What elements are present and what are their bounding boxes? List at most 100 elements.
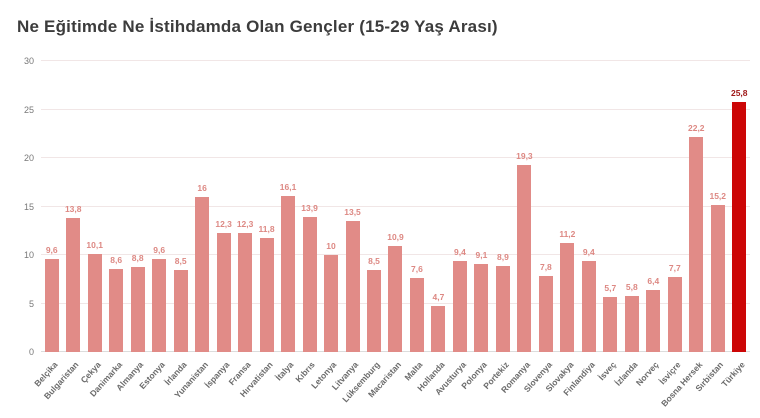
bar-value-label: 15,2: [709, 190, 727, 201]
bar-highlighted: [732, 101, 747, 352]
bar-slot: 13,5 Litvanya: [330, 61, 363, 392]
bar-slot: 9,4 Avusturya: [433, 61, 470, 397]
bar-value-label: 9,4: [582, 246, 595, 257]
bar-value-label: 25,8: [730, 87, 748, 98]
bar-slot: 8,5 İrlanda: [162, 61, 191, 387]
bar-value-label: 9,6: [45, 244, 58, 255]
bar: [345, 221, 360, 352]
bars-layer: 9,6 Belçika 13,8 Bulgaristan 10,1 Çekya 8,6 Dan…: [32, 61, 750, 409]
bar-value-label: 8,5: [368, 255, 380, 266]
bar: [388, 246, 403, 352]
bar-value-label: 22,2: [687, 122, 705, 133]
bar: [560, 243, 575, 352]
bar-slot: 6,4 Norveç: [634, 61, 664, 388]
bar-slot: 5,7 İsveç: [596, 61, 621, 382]
bar: [367, 269, 381, 352]
bar-slot: 13,8 Bulgaristan: [42, 61, 83, 401]
bar-slot: 8,8 Almanya: [114, 61, 148, 393]
bar: [474, 263, 489, 352]
bar-slot: 19,3 Romanya: [499, 61, 535, 395]
bar: [409, 278, 424, 352]
bar-value-label: 8,6: [110, 254, 123, 265]
y-axis-tick-label: 25: [23, 104, 34, 115]
bar-slot: 8,5 Lüksemburg: [340, 61, 384, 405]
bar-value-label: 11,8: [258, 223, 275, 234]
y-axis-tick-label: 15: [23, 201, 34, 212]
bar: [324, 255, 339, 352]
bar-value-label: 8,9: [496, 251, 509, 262]
bar-value-label: 6,4: [647, 275, 660, 286]
bar-slot: 10 Letonya: [310, 61, 341, 391]
bar: [195, 196, 210, 352]
bar: [87, 254, 102, 352]
bar-value-label: 10,9: [387, 232, 404, 243]
bar: [281, 195, 296, 352]
bar-value-label: 5,8: [625, 281, 638, 292]
bar-value-label: 19,3: [516, 150, 533, 161]
bar-slot: 7,6 Malta: [403, 61, 427, 382]
y-axis-tick-label: 5: [28, 298, 34, 309]
bar-value-label: 16,1: [279, 181, 297, 192]
bar-value-label: 7,6: [411, 264, 423, 275]
bar-value-label: 13,5: [344, 207, 361, 218]
bar-value-label: 13,9: [301, 203, 318, 214]
gridline: [41, 157, 750, 158]
bar-value-label: 11,2: [559, 229, 576, 240]
bar: [624, 295, 639, 352]
bar-slot: 16,1 İtalya: [274, 61, 298, 383]
bar: [517, 164, 532, 352]
bar-slot: 9,1 Polonya: [460, 61, 492, 391]
gridline: [41, 60, 750, 61]
bar-slot: 16 Yunanistan: [172, 61, 212, 400]
bar: [259, 237, 274, 352]
bar-value-label: 7,8: [539, 262, 552, 273]
bar-slot: 11,8 Hırvatistan: [237, 61, 277, 399]
bar-slot: 7,7 İsviçre: [657, 61, 685, 386]
bar: [216, 232, 231, 352]
bar-value-label: 9,6: [153, 244, 166, 255]
bar-value-label: 10,1: [86, 240, 103, 251]
bar-slot: 9,4 Finlandiya: [561, 61, 599, 398]
bar: [130, 266, 145, 352]
bar: [452, 260, 467, 352]
bar-value-label: 4,7: [432, 292, 445, 303]
bar-value-label: 10: [326, 241, 336, 252]
y-axis-tick-label: 10: [23, 250, 34, 260]
x-axis-label: İtalya: [273, 359, 296, 383]
bar: [152, 258, 167, 352]
y-axis-tick-label: 30: [23, 56, 34, 66]
bar-slot: 5,8 İzlanda: [613, 61, 642, 388]
bar-value-label: 16: [197, 182, 207, 193]
bar-value-label: 13,8: [64, 204, 82, 215]
y-axis-tick-label: 0: [28, 347, 34, 357]
bar: [109, 268, 124, 352]
bar: [646, 289, 661, 352]
bar-value-label: 8,8: [131, 252, 144, 263]
bar: [538, 276, 553, 352]
chart-title: Ne Eğitimde Ne İstihdamda Olan Gençler (…: [17, 17, 498, 36]
bar-value-label: 12,3: [236, 218, 254, 229]
bar-slot: 9,6 Belçika: [32, 61, 62, 389]
bar-slot: 22,2 Bosna Hersek: [659, 61, 707, 409]
bar: [238, 232, 253, 352]
bar-value-label: 5,7: [604, 282, 617, 293]
bar-value-label: 9,1: [475, 249, 488, 260]
bar: [66, 218, 81, 352]
bar: [581, 260, 596, 352]
gridline: [41, 205, 750, 207]
bar-slot: 8,6 Danimarka: [87, 61, 126, 399]
bar-value-label: 12,3: [215, 218, 232, 229]
y-axis: 0 5 10 15 20 25 30: [24, 56, 750, 357]
bar-slot: 10,9 Macaristan: [366, 61, 406, 399]
bar-slot: 15,2 Sırbistan: [694, 61, 728, 394]
bar: [44, 258, 59, 352]
plot-area: 0 5 10 15 20 25 30 9,6 Belçika 13,8 Bulgaristan 10…: [24, 56, 750, 409]
x-axis-label: Norveç: [634, 359, 662, 388]
bar-slot: 7,8 Slovenya: [521, 61, 556, 394]
bar: [689, 136, 704, 352]
bar: [302, 217, 317, 352]
y-axis-tick-label: 20: [23, 153, 34, 163]
x-axis-label: İzlanda: [612, 359, 640, 388]
bar: [710, 204, 725, 352]
